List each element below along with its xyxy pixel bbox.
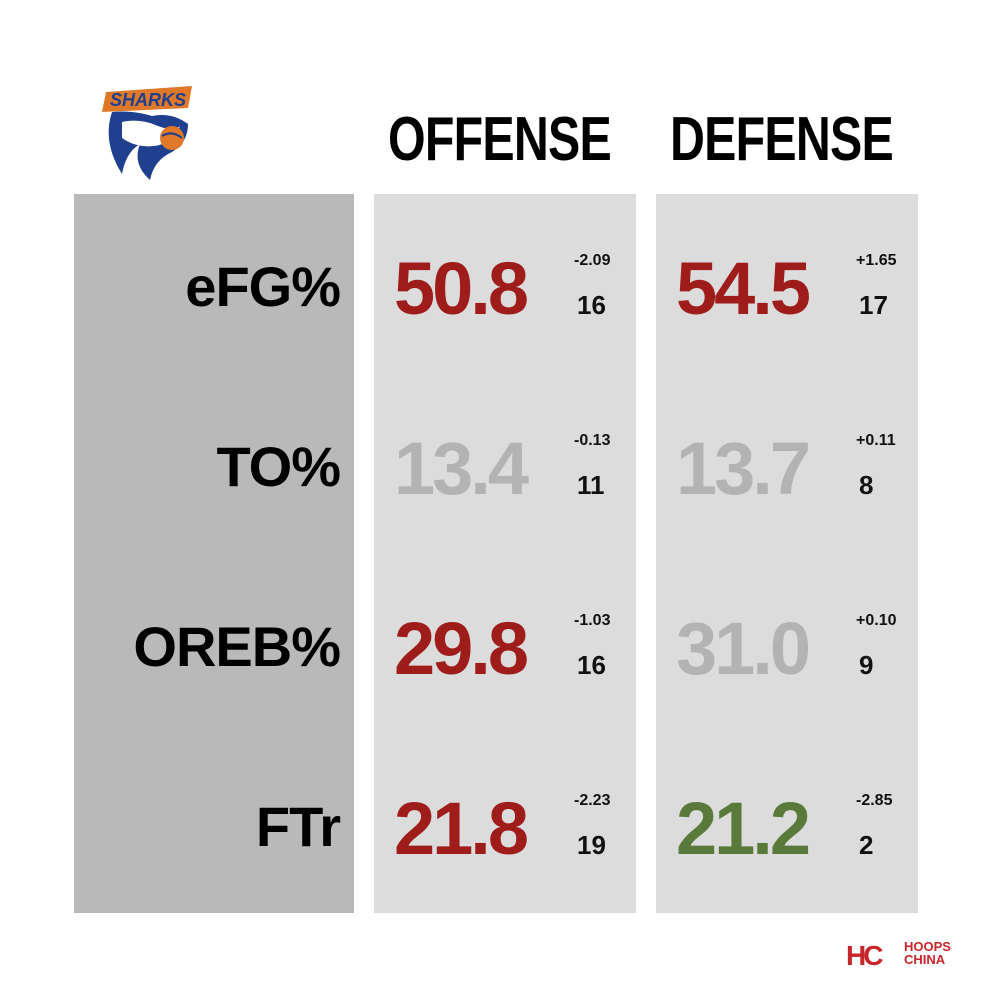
offense-rank: 16: [577, 290, 606, 320]
defense-rank: 9: [859, 650, 874, 680]
defense-diff: +1.65: [856, 252, 897, 269]
brand-mark: HC: [846, 940, 883, 971]
offense-header: OFFENSE: [388, 105, 612, 174]
hoopschina-logo: HC HOOPS CHINA: [846, 938, 976, 971]
brand-line-2: CHINA: [904, 952, 946, 967]
defense-rank: 17: [859, 290, 888, 320]
offense-diff: -2.09: [574, 252, 611, 269]
metric-label: OREB%: [133, 615, 341, 678]
offense-diff: -1.03: [574, 612, 611, 629]
brand-line-1: HOOPS: [904, 939, 951, 954]
team-logo: SHARKS: [102, 86, 192, 180]
offense-diff: -0.13: [574, 432, 611, 449]
brand-text: HOOPS CHINA: [904, 940, 951, 966]
defense-value: 13.7: [676, 427, 811, 510]
defense-diff: +0.11: [856, 432, 896, 449]
offense-rank: 11: [577, 470, 605, 500]
metric-label-panel: eFG% TO% OREB% FTr: [74, 194, 354, 913]
defense-rank: 2: [859, 830, 874, 860]
metric-label: FTr: [255, 795, 341, 858]
defense-rank: 8: [859, 470, 874, 500]
defense-diff: +0.10: [856, 612, 897, 629]
defense-diff: -2.85: [856, 792, 893, 809]
defense-value: 21.2: [676, 787, 811, 870]
metric-label: eFG%: [185, 255, 341, 318]
defense-panel: 54.5 +1.65 17 13.7 +0.11 8 31.0 +0.10 9 …: [656, 194, 918, 913]
offense-panel: 50.8 -2.09 16 13.4 -0.13 11 29.8 -1.03 1…: [374, 194, 636, 913]
metric-label: TO%: [216, 435, 341, 498]
offense-value: 50.8: [394, 247, 529, 330]
defense-value: 31.0: [676, 607, 811, 690]
logo-text: SHARKS: [110, 90, 186, 110]
offense-value: 13.4: [394, 427, 529, 510]
offense-value: 29.8: [394, 607, 529, 690]
offense-value: 21.8: [394, 787, 529, 870]
offense-diff: -2.23: [574, 792, 611, 809]
defense-value: 54.5: [676, 247, 811, 330]
offense-rank: 19: [577, 830, 606, 860]
offense-rank: 16: [577, 650, 606, 680]
defense-header: DEFENSE: [670, 105, 894, 174]
